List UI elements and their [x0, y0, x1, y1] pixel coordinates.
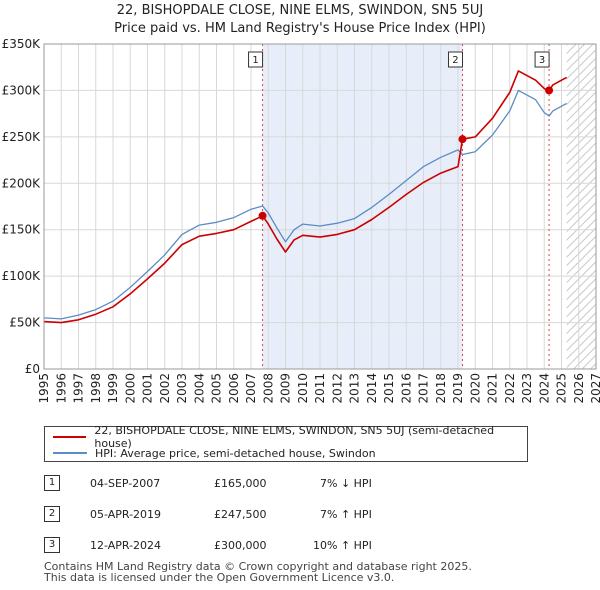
footer-line-1: Contains HM Land Registry data © Crown c…	[44, 560, 472, 573]
footer-line-2: This data is licensed under the Open Gov…	[44, 571, 395, 584]
transaction-hpi-diff: 7% ↓ HPI	[320, 477, 372, 490]
legend-hpi-label: HPI: Average price, semi-detached house,…	[95, 446, 376, 460]
hpi-series-line	[43, 89, 568, 320]
ownership-shading	[262, 44, 463, 369]
transaction-marker-badge: 2	[44, 506, 60, 522]
transaction-price: £247,500	[214, 508, 267, 521]
sale-marker-label: 2	[452, 55, 458, 66]
transaction-marker-badge: 3	[44, 537, 60, 553]
transaction-date: 05-APR-2019	[90, 508, 162, 521]
x-tick-label: 2012	[330, 373, 344, 404]
transaction-date: 04-SEP-2007	[90, 477, 161, 490]
x-tick-label: 2019	[451, 373, 465, 404]
transaction-hpi-diff: 7% ↑ HPI	[320, 508, 372, 521]
x-tick-label: 2017	[417, 373, 431, 404]
x-tick-label: 1996	[54, 373, 68, 404]
x-tick-label: 2025	[555, 373, 569, 404]
sale-marker-box	[534, 51, 550, 68]
transaction-marker-badge: 1	[44, 475, 60, 491]
x-tick-label: 2009	[279, 373, 293, 404]
x-tick-label: 2003	[175, 373, 189, 404]
x-tick-label: 2002	[158, 373, 172, 404]
y-tick-label: £150K	[2, 223, 42, 237]
transaction-date: 12-APR-2024	[90, 539, 162, 552]
x-tick-label: 2006	[227, 373, 241, 404]
sale-point	[458, 135, 467, 144]
y-tick-label: £300K	[2, 83, 42, 97]
plot-frame	[43, 43, 597, 370]
x-tick-label: 1997	[72, 373, 86, 404]
x-tick-label: 2010	[296, 373, 310, 404]
transaction-price: £300,000	[214, 539, 267, 552]
x-tick-label: 2013	[348, 373, 362, 404]
x-tick-label: 2024	[537, 373, 551, 404]
y-tick-label: £200K	[2, 176, 42, 190]
x-tick-label: 2008	[261, 373, 275, 404]
transaction-price: £165,000	[214, 477, 267, 490]
x-tick-label: 1995	[37, 373, 51, 404]
y-tick-label: £0	[25, 362, 40, 376]
x-tick-label: 2023	[520, 373, 534, 404]
chart-subtitle: Price paid vs. HM Land Registry's House …	[114, 21, 486, 36]
x-tick-label: 2004	[192, 373, 206, 404]
x-tick-label: 2027	[589, 373, 600, 404]
sale-marker-box	[447, 51, 463, 68]
x-tick-label: 2000	[123, 373, 137, 404]
y-tick-label: £100K	[2, 269, 42, 283]
property-series-line	[43, 70, 568, 324]
sale-marker-label: 3	[539, 55, 545, 66]
legend-hpi-swatch	[53, 452, 87, 454]
y-tick-label: £50K	[9, 316, 41, 330]
x-tick-label: 2020	[468, 373, 482, 404]
x-tick-label: 2005	[210, 373, 224, 404]
legend-property-label: 22, BISHOPDALE CLOSE, NINE ELMS, SWINDON…	[94, 424, 495, 450]
x-tick-label: 2018	[434, 373, 448, 404]
sale-marker-label: 1	[252, 55, 258, 66]
x-tick-label: 2022	[503, 373, 517, 404]
chart-title: 22, BISHOPDALE CLOSE, NINE ELMS, SWINDON…	[116, 3, 484, 18]
legend-item-hpi: HPI: Average price, semi-detached house,…	[53, 445, 376, 461]
sale-marker-box	[248, 51, 264, 68]
sale-point	[258, 211, 267, 220]
x-tick-label: 2007	[244, 373, 258, 404]
x-tick-label: 2001	[141, 373, 155, 404]
x-tick-label: 2021	[486, 373, 500, 404]
x-tick-label: 2015	[382, 373, 396, 404]
chart-legend: 22, BISHOPDALE CLOSE, NINE ELMS, SWINDON…	[44, 424, 528, 462]
y-tick-label: £350K	[2, 37, 42, 51]
footer-copyright: Contains HM Land Registry data © Crown c…	[44, 561, 472, 583]
x-tick-label: 2011	[313, 373, 327, 404]
y-tick-label: £250K	[2, 130, 42, 144]
legend-item-property: 22, BISHOPDALE CLOSE, NINE ELMS, SWINDON…	[53, 424, 527, 450]
price-chart: 1 2 3 £0 £50K £100K £150K £200K £250K £300K £350K 1…	[2, 37, 600, 404]
sale-point	[545, 86, 554, 95]
x-tick-label: 2016	[399, 373, 413, 404]
legend-property-swatch	[53, 436, 87, 438]
x-tick-label: 2026	[572, 373, 586, 404]
x-tick-label: 1999	[106, 373, 120, 404]
x-tick-label: 2014	[365, 373, 379, 404]
transaction-hpi-diff: 10% ↑ HPI	[313, 539, 372, 552]
x-tick-label: 1998	[89, 373, 103, 404]
forecast-hatch	[566, 44, 596, 369]
